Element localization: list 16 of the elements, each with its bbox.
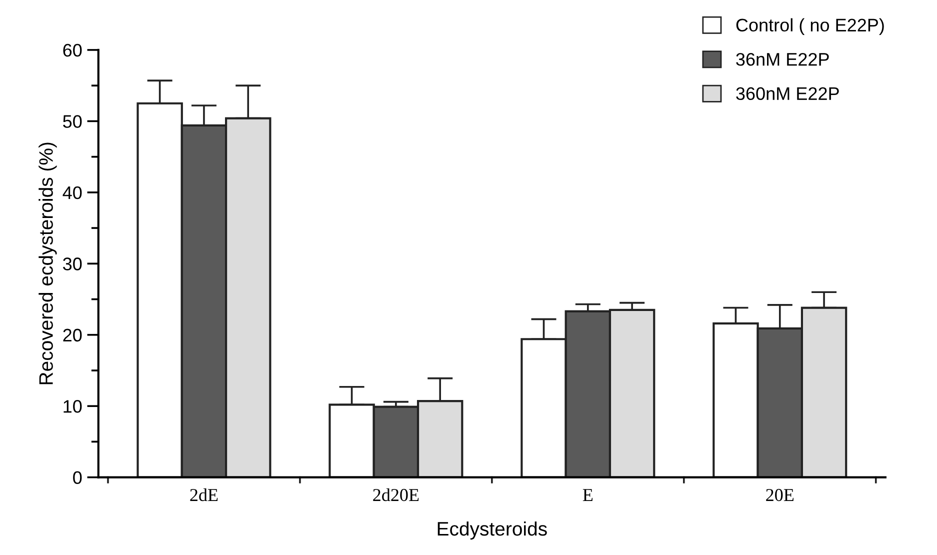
legend-label: 36nM E22P	[736, 52, 829, 66]
x-tick-label: 20E	[766, 488, 794, 502]
x-tick-label: 2d20E	[373, 488, 419, 502]
y-tick-label: 20	[63, 328, 82, 342]
x-axis-title: Ecdysteroids	[438, 521, 547, 540]
y-tick-label: 10	[64, 400, 82, 413]
y-axis-title: Recovered ecdysteroids (%)	[38, 142, 57, 384]
y-tick-label: 0	[73, 471, 82, 484]
x-tick-label: E	[582, 489, 593, 501]
y-tick-label: 50	[63, 115, 82, 128]
y-tick-label: 40	[62, 186, 82, 200]
y-tick-label: 60	[63, 44, 82, 57]
legend-label: 360nM E22P	[736, 87, 839, 100]
y-tick-label: 30	[63, 258, 82, 270]
legend-label: Control ( no E22P)	[736, 18, 884, 36]
x-tick-label: 2dE	[190, 488, 218, 502]
